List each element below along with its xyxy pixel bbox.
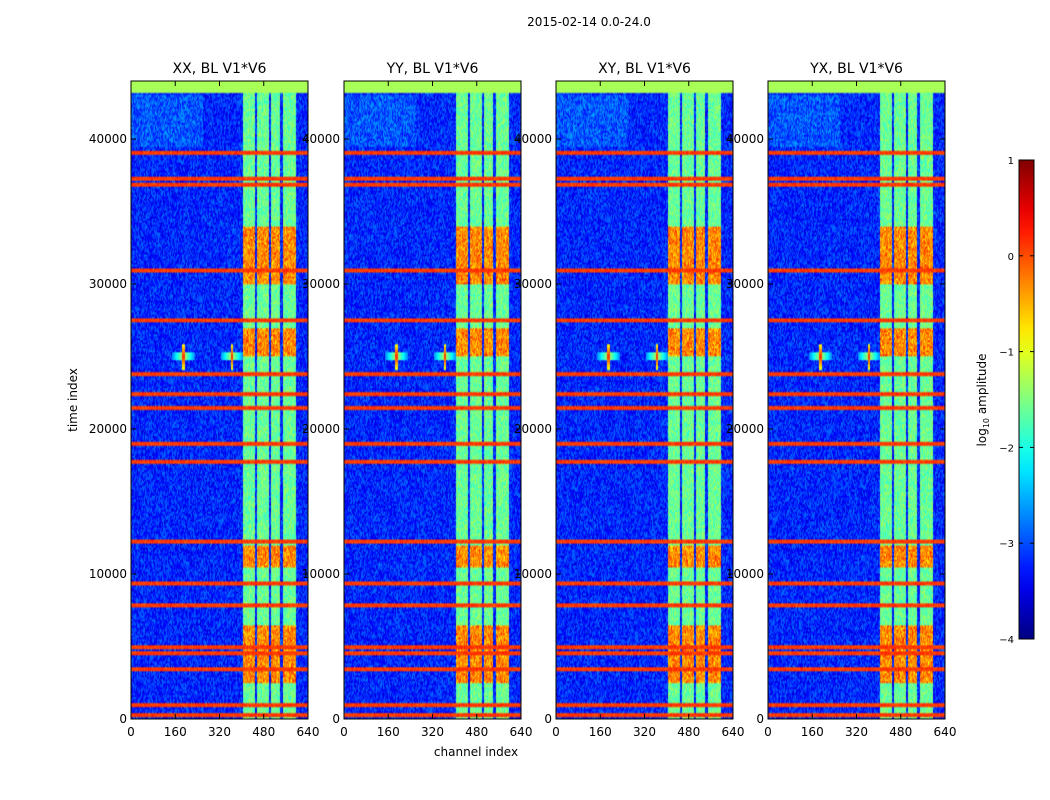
colorbar-gradient — [1018, 159, 1035, 640]
heatmap-xx — [131, 81, 308, 719]
heatmap-yx — [768, 81, 945, 719]
y-tick-label: 40000 — [726, 132, 764, 146]
y-tick-label: 0 — [544, 712, 552, 726]
x-axis-label: channel index — [434, 745, 518, 759]
x-tick-label: 640 — [722, 725, 745, 739]
x-tick-label: 480 — [889, 725, 912, 739]
x-tick-label: 160 — [801, 725, 824, 739]
y-axis-label: time index — [66, 368, 80, 432]
x-tick-label: 640 — [934, 725, 957, 739]
panel-title: YX, BL V1*V6 — [809, 61, 903, 77]
panel-yx: YX, BL V1*V6 0 160 320 480 640 0 10000 20000 3000… — [726, 61, 957, 739]
y-tick-label: 0 — [332, 712, 340, 726]
panel-xx: XX, BL V1*V6 0 160 320 480 640 0 10000 20000 3000… — [89, 61, 320, 739]
x-tick-label: 320 — [421, 725, 444, 739]
y-tick-label: 30000 — [514, 277, 552, 291]
y-tick-label: 30000 — [302, 277, 340, 291]
y-tick-label: 10000 — [726, 567, 764, 581]
y-tick-label: 20000 — [302, 422, 340, 436]
figure-suptitle: 2015-02-14 0.0-24.0 — [527, 15, 651, 29]
colorbar-label: log10 amplitude — [975, 354, 991, 447]
y-tick-label: 0 — [756, 712, 764, 726]
y-tick-label: 20000 — [89, 422, 127, 436]
panel-xy: XY, BL V1*V6 0 160 320 480 640 0 10000 20000 3000… — [514, 61, 745, 739]
y-tick-label: 30000 — [89, 277, 127, 291]
y-tick-label: 30000 — [726, 277, 764, 291]
x-tick-label: 0 — [552, 725, 560, 739]
colorbar: 1 0 −1 −2 −3 −4 log10 amplitude — [975, 156, 1035, 646]
y-tick-label: 40000 — [514, 132, 552, 146]
y-tick-label: 10000 — [514, 567, 552, 581]
y-tick-label: 40000 — [302, 132, 340, 146]
y-tick-label: 10000 — [302, 567, 340, 581]
x-tick-label: 0 — [340, 725, 348, 739]
y-tick-label: 0 — [119, 712, 127, 726]
x-tick-label: 640 — [510, 725, 533, 739]
panel-title: YY, BL V1*V6 — [386, 61, 479, 77]
x-tick-label: 160 — [164, 725, 187, 739]
panels: XX, BL V1*V6 0 160 320 480 640 0 10000 20000 3000… — [89, 61, 957, 739]
colorbar-tick-label: −1 — [999, 348, 1014, 359]
panel-yy: YY, BL V1*V6 0 160 320 480 640 0 10000 20000 3000… — [302, 61, 533, 739]
y-tick-label: 20000 — [726, 422, 764, 436]
colorbar-tick-label: 1 — [1008, 156, 1014, 167]
x-tick-label: 160 — [589, 725, 612, 739]
colorbar-tick-label: −3 — [999, 539, 1014, 550]
x-tick-label: 320 — [633, 725, 656, 739]
x-tick-label: 160 — [377, 725, 400, 739]
x-tick-label: 0 — [764, 725, 772, 739]
x-tick-label: 480 — [252, 725, 275, 739]
y-tick-label: 10000 — [89, 567, 127, 581]
x-tick-label: 640 — [297, 725, 320, 739]
panel-title: XY, BL V1*V6 — [598, 61, 691, 77]
x-tick-label: 480 — [677, 725, 700, 739]
x-tick-label: 0 — [127, 725, 135, 739]
x-tick-label: 480 — [465, 725, 488, 739]
x-tick-label: 320 — [845, 725, 868, 739]
heatmap-yy — [344, 81, 521, 719]
heatmap-xy — [556, 81, 733, 719]
y-tick-label: 20000 — [514, 422, 552, 436]
colorbar-tick-label: 0 — [1008, 252, 1014, 263]
panel-title: XX, BL V1*V6 — [173, 61, 267, 77]
colorbar-tick-label: −2 — [999, 443, 1014, 454]
colorbar-tick-label: −4 — [999, 635, 1014, 646]
x-tick-label: 320 — [208, 725, 231, 739]
y-tick-label: 40000 — [89, 132, 127, 146]
